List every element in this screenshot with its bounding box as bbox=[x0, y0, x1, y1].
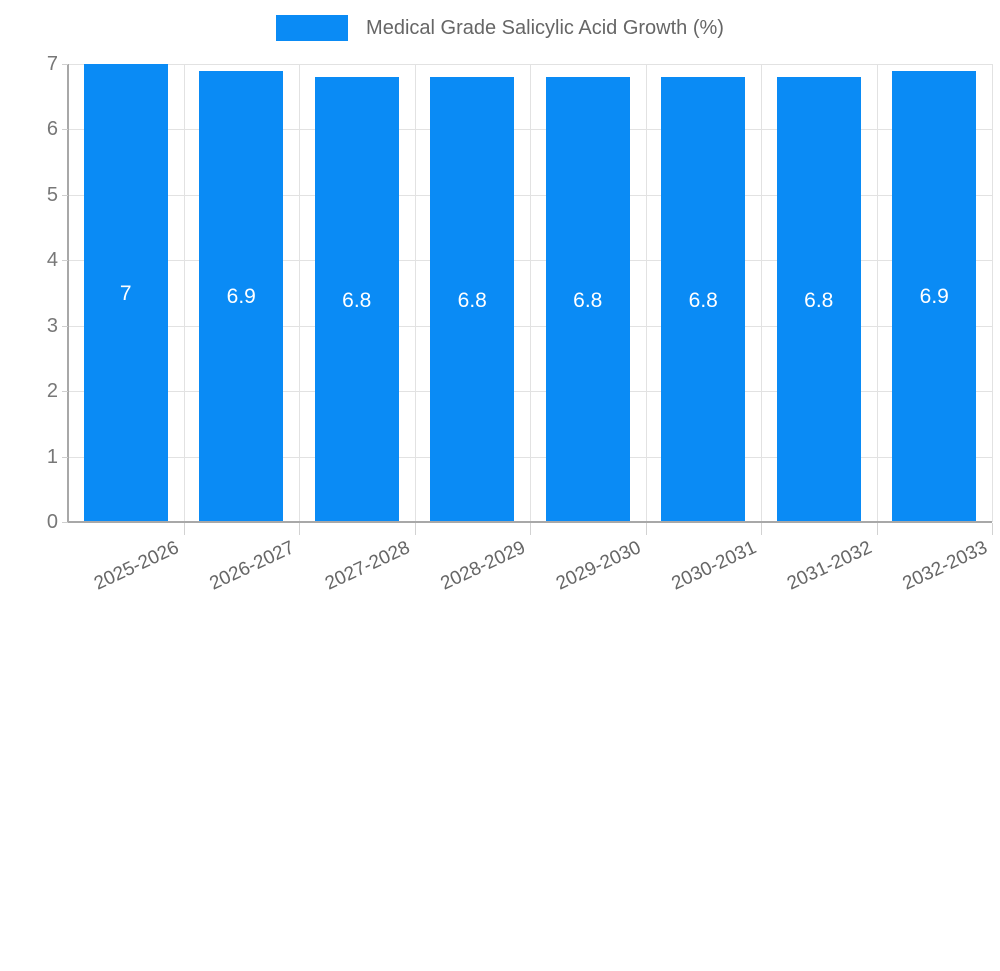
gridline-vertical bbox=[414, 64, 416, 522]
x-axis-tick-mark bbox=[183, 523, 185, 535]
gridline-vertical bbox=[183, 64, 185, 522]
bar-data-label: 6.8 bbox=[804, 288, 834, 312]
y-axis-tick-mark bbox=[62, 129, 68, 131]
bar[interactable] bbox=[661, 77, 746, 522]
x-axis-tick-mark bbox=[761, 523, 762, 535]
bar[interactable] bbox=[314, 77, 399, 522]
y-axis-tick-label: 0 bbox=[46, 511, 58, 533]
gridline-vertical bbox=[992, 64, 993, 522]
y-axis-tick-mark bbox=[62, 194, 68, 196]
x-axis-tick-mark bbox=[414, 523, 416, 535]
bar-data-label: 6.8 bbox=[457, 288, 487, 312]
legend-swatch-icon bbox=[276, 15, 349, 41]
chart-legend: Medical Grade Salicylic Acid Growth (%) bbox=[0, 0, 1000, 56]
y-axis-tick-label: 2 bbox=[46, 380, 58, 403]
bar-series: 7 6.9 6.8 6.8 6.8 6.8 6.8 6.9 bbox=[68, 64, 992, 522]
gridline-vertical bbox=[530, 64, 531, 522]
y-axis-tick-mark bbox=[62, 391, 68, 393]
bar[interactable] bbox=[545, 77, 630, 522]
legend-label: Medical Grade Salicylic Acid Growth (%) bbox=[366, 17, 724, 39]
y-axis-tick-label: 4 bbox=[46, 249, 58, 272]
x-axis-tick-mark bbox=[530, 523, 531, 535]
y-axis-tick-mark bbox=[62, 64, 68, 65]
y-axis-tick-label: 7 bbox=[46, 53, 58, 75]
bar-data-label: 6.8 bbox=[688, 288, 718, 312]
y-axis-tick-label: 6 bbox=[46, 118, 58, 141]
y-axis-tick-label: 3 bbox=[46, 314, 58, 337]
bar-data-label: 6.9 bbox=[226, 285, 256, 309]
x-axis-tick-mark bbox=[645, 523, 647, 535]
y-axis-tick-labels: 0 1 2 3 4 5 6 7 bbox=[0, 0, 58, 600]
legend-item-medical-grade-salicylic-acid-growth[interactable]: Medical Grade Salicylic Acid Growth (%) bbox=[276, 15, 724, 41]
x-axis-tick-mark bbox=[299, 523, 300, 535]
x-axis-line bbox=[68, 521, 992, 523]
gridline-vertical bbox=[876, 64, 878, 522]
bar[interactable] bbox=[776, 77, 861, 522]
y-axis-tick-mark bbox=[62, 522, 68, 523]
y-axis-tick-mark bbox=[62, 325, 68, 327]
y-axis-tick-label: 1 bbox=[46, 445, 58, 468]
bar[interactable] bbox=[199, 70, 284, 522]
bar[interactable] bbox=[430, 77, 515, 522]
bar-data-label: 7 bbox=[119, 282, 132, 305]
bar-data-label: 6.9 bbox=[919, 285, 949, 309]
y-axis-tick-label: 5 bbox=[46, 183, 58, 206]
x-axis-tick-mark bbox=[992, 523, 993, 535]
y-axis-line bbox=[67, 64, 69, 523]
plot-area: 7 6.9 6.8 6.8 6.8 6.8 6.8 6.9 bbox=[68, 64, 993, 523]
y-axis-tick-mark bbox=[62, 456, 68, 458]
gridline-vertical bbox=[299, 64, 300, 522]
bar[interactable] bbox=[83, 64, 168, 522]
bar-data-label: 6.8 bbox=[342, 288, 372, 312]
y-axis-tick-mark bbox=[62, 260, 68, 262]
bar[interactable] bbox=[892, 70, 977, 522]
bar-chart: Medical Grade Salicylic Acid Growth (%) … bbox=[0, 0, 1000, 600]
bar-data-label: 6.8 bbox=[573, 288, 603, 312]
x-axis-tick-mark bbox=[876, 523, 878, 535]
gridline-vertical bbox=[761, 64, 762, 522]
gridline-vertical bbox=[645, 64, 647, 522]
